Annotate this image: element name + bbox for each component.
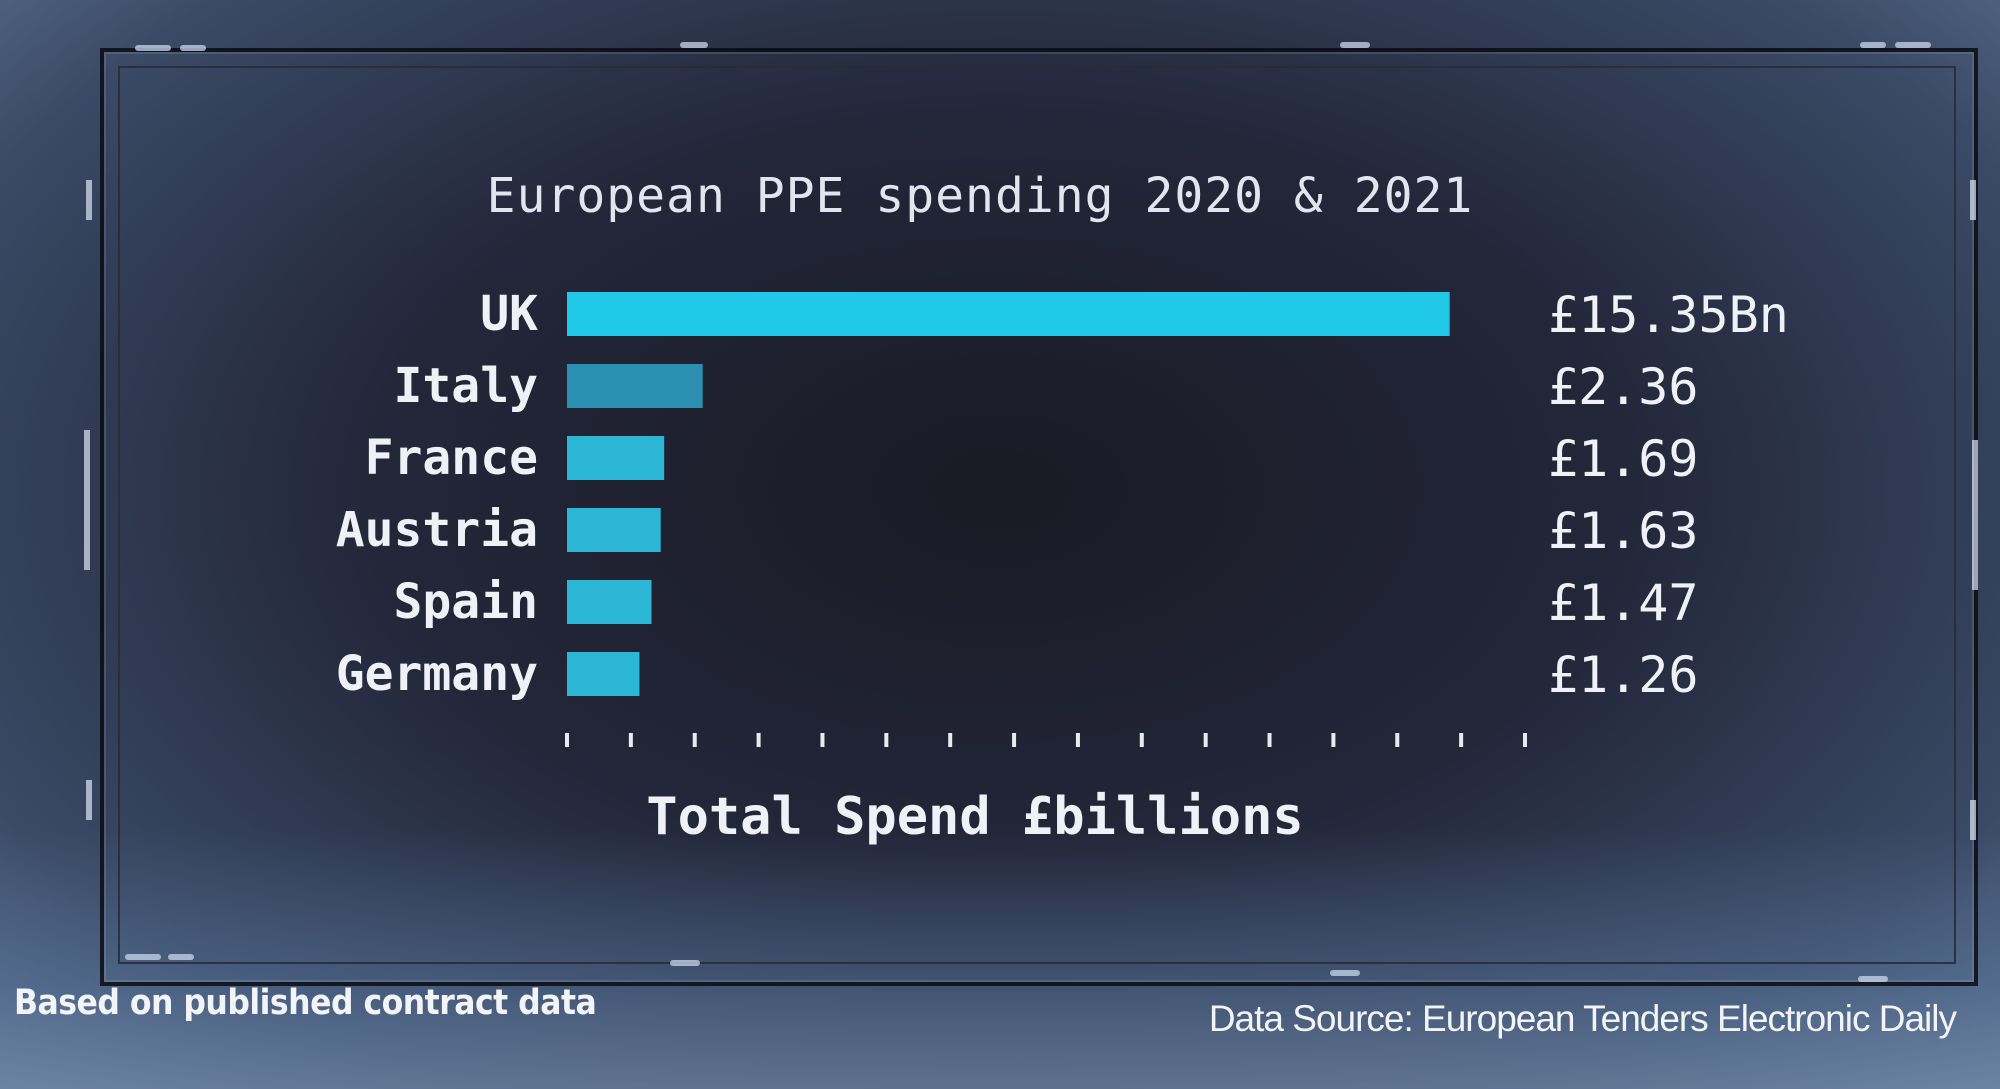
value-label: £1.47 — [1548, 574, 1699, 632]
x-axis-tick — [1331, 733, 1336, 747]
footnote: Based on published contract data — [14, 983, 597, 1023]
x-axis-tick — [948, 733, 953, 747]
frame-accent — [84, 430, 90, 570]
category-label: Germany — [336, 646, 538, 702]
bar-austria — [567, 508, 661, 552]
frame-accent — [1970, 800, 1976, 840]
value-label: £1.26 — [1548, 646, 1699, 704]
frame-accent — [86, 180, 92, 220]
frame-accent — [1970, 180, 1976, 220]
x-axis-tick — [756, 733, 761, 747]
x-axis-tick — [1267, 733, 1272, 747]
x-axis-tick — [1203, 733, 1208, 747]
x-axis-title: Total Spend £billions — [646, 787, 1304, 847]
x-axis-tick — [1395, 733, 1400, 747]
frame-accent — [670, 960, 700, 966]
bar-france — [567, 436, 665, 480]
value-label: £2.36 — [1548, 358, 1699, 416]
frame-accent — [1858, 976, 1888, 982]
category-label: Austria — [336, 502, 538, 558]
category-label: France — [365, 430, 538, 486]
frame-accent — [680, 42, 708, 48]
category-label: Italy — [394, 358, 539, 414]
frame-accent — [1330, 970, 1360, 976]
frame-accent — [1972, 440, 1978, 590]
category-label: Spain — [394, 574, 539, 630]
x-axis-tick — [1075, 733, 1080, 747]
chart-title: European PPE spending 2020 & 2021 — [486, 168, 1474, 224]
frame-accent — [168, 954, 194, 960]
value-label: £1.63 — [1548, 502, 1699, 560]
x-axis-tick — [565, 733, 569, 747]
x-axis-tick — [884, 733, 889, 747]
frame-accent — [125, 954, 161, 960]
frame-accent — [180, 45, 206, 51]
frame-accent — [1860, 42, 1886, 48]
category-label: UK — [480, 286, 538, 342]
value-label: £1.69 — [1548, 430, 1699, 488]
x-axis-tick — [1139, 733, 1144, 747]
x-axis-tick — [1523, 733, 1527, 747]
frame-accent — [1340, 42, 1370, 48]
x-axis-tick — [1012, 733, 1017, 747]
bar-spain — [567, 580, 652, 624]
data-source: Data Source: European Tenders Electronic… — [1208, 998, 1957, 1039]
frame-accent — [1895, 42, 1931, 48]
bar-germany — [567, 652, 640, 696]
screen-frame-inner — [118, 66, 1956, 964]
x-axis-tick — [692, 733, 697, 747]
frame-accent — [135, 45, 171, 51]
value-label: £15.35Bn — [1548, 286, 1789, 344]
frame-accent — [86, 780, 92, 820]
bar-italy — [567, 364, 703, 408]
x-axis-tick — [820, 733, 825, 747]
bar-uk — [567, 292, 1450, 336]
x-axis-tick — [628, 733, 633, 747]
x-axis-tick — [1459, 733, 1464, 747]
